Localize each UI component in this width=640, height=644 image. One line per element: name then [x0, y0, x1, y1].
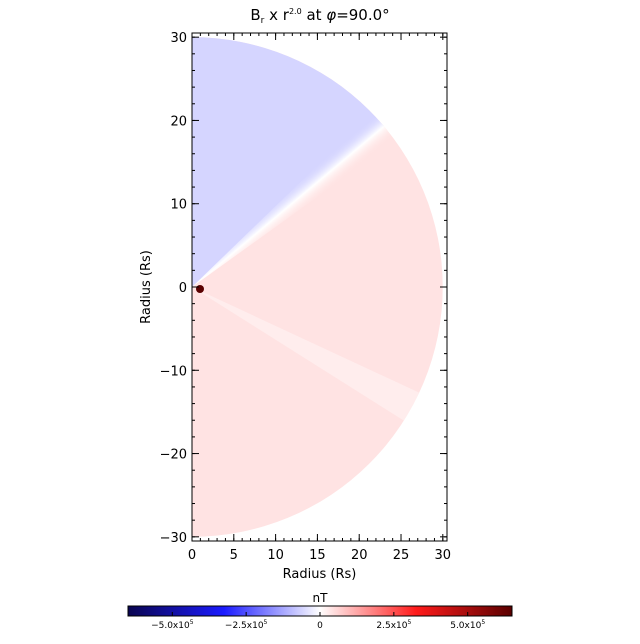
colorbar-tick-label: −2.5x105: [225, 619, 268, 631]
y-tick-label: −20: [160, 448, 187, 463]
y-axis-label: Radius (Rs): [139, 250, 154, 324]
x-tick-label: 25: [393, 548, 410, 563]
y-tick-label: 10: [170, 198, 187, 213]
x-tick-label: 15: [309, 548, 326, 563]
plot-axes: 0 5 10 15 20 25 30 30 20 10 0 −10 −20 −30: [160, 31, 452, 563]
y-tick-label: 30: [170, 31, 187, 46]
y-tick-label: −30: [160, 531, 187, 546]
colorbar: nT −5.0x105 −2.5x105 0 2.5x105 5.0x105: [127, 591, 513, 631]
title-mid: x r: [264, 6, 289, 24]
x-tick-label: 5: [230, 548, 238, 563]
colorbar-tick-label: 2.5x105: [376, 619, 411, 631]
x-tick-label: 20: [351, 548, 368, 563]
colorbar-tick-label: −5.0x105: [151, 619, 194, 631]
field-heatmap: [192, 37, 443, 537]
title-superscript: 2.0: [289, 7, 302, 16]
neutral-boundary: [192, 77, 437, 287]
chart-title: Br x r2.0 at φ=90.0°: [250, 6, 389, 26]
colorbar-label: nT: [313, 591, 329, 605]
title-angle: =90.0°: [336, 6, 389, 24]
title-phi: φ: [326, 6, 336, 24]
colorbar-tick-label: 5.0x105: [450, 619, 485, 631]
y-tick-label: 20: [170, 114, 187, 129]
x-axis-label: Radius (Rs): [283, 567, 357, 582]
x-tick-label: 10: [267, 548, 284, 563]
negative-field-region: [192, 37, 423, 287]
x-tick-label: 30: [435, 548, 452, 563]
x-tick-label: 0: [188, 548, 196, 563]
title-suffix: at: [302, 6, 327, 24]
colorbar-tick-label: 0: [317, 621, 323, 631]
y-tick-label: 0: [179, 281, 187, 296]
title-prefix: B: [250, 6, 260, 24]
inner-boundary-spot: [196, 285, 204, 293]
y-tick-label: −10: [160, 364, 187, 379]
title-subscript: r: [261, 16, 265, 26]
